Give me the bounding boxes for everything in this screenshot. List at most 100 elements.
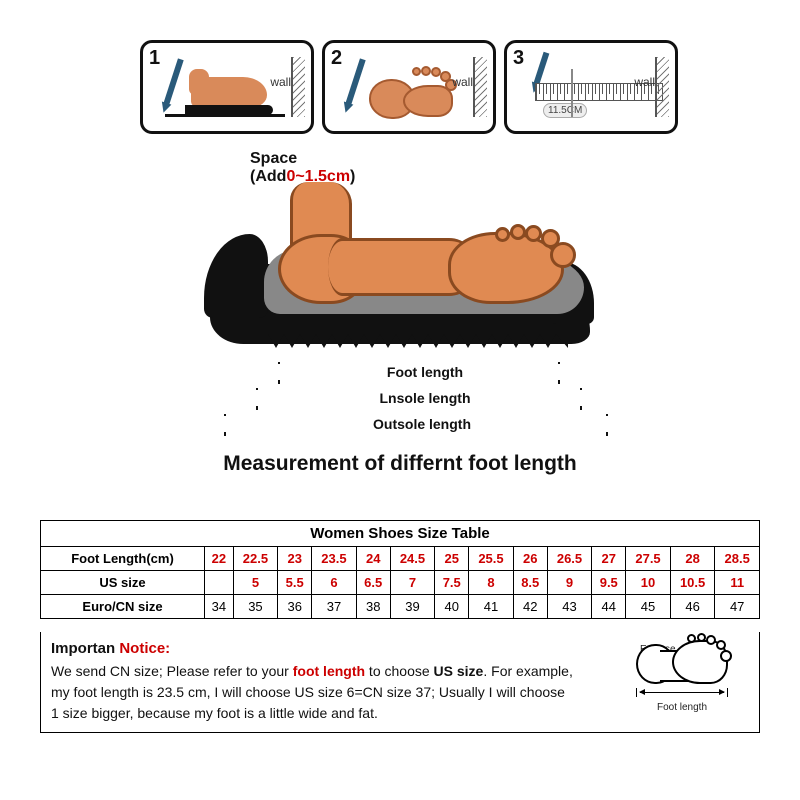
wall-icon: [291, 57, 303, 117]
foot-side-icon: [185, 71, 273, 115]
cell: 23.5: [312, 547, 357, 571]
dim-foot-label: Foot length: [278, 364, 572, 380]
step-number: 1: [149, 47, 160, 70]
step-number: 3: [513, 47, 524, 70]
table-row-us-size: US size 5 5.5 6 6.5 7 7.5 8 8.5 9 9.5 10…: [41, 571, 760, 595]
cell: 47: [715, 595, 760, 619]
cell: 10.5: [670, 571, 715, 595]
cell: 6: [312, 571, 357, 595]
cell: 40: [435, 595, 469, 619]
space-label-line1: Space: [250, 150, 297, 167]
notice-foot-dim: [636, 688, 728, 698]
row-label: Euro/CN size: [41, 595, 205, 619]
space-label: Space (Add0~1.5cm): [250, 150, 355, 185]
notice-footprint-icon: Enclose Foot length: [627, 640, 737, 712]
footprint-icon: [369, 75, 453, 119]
cell: 43: [547, 595, 592, 619]
foot-shape: [278, 184, 572, 304]
pencil-icon: [533, 52, 549, 86]
cell: 35: [233, 595, 278, 619]
cell: 23: [278, 547, 312, 571]
dim-foot-length: Foot length: [200, 362, 604, 386]
pencil-icon: [345, 58, 366, 106]
outsole-shape: [210, 214, 590, 354]
wall-label: wall: [270, 75, 291, 89]
cell: 28: [670, 547, 715, 571]
wall-icon: [655, 57, 667, 117]
cell: 45: [626, 595, 671, 619]
space-label-prefix: (Add: [250, 168, 286, 185]
table-title-row: Women Shoes Size Table: [41, 521, 760, 547]
cell: 38: [356, 595, 390, 619]
notice-text: We send CN size; Please refer to your: [51, 663, 293, 679]
wall-icon: [473, 57, 485, 117]
cell: 34: [205, 595, 234, 619]
cell: 26.5: [547, 547, 592, 571]
cell: 5: [233, 571, 278, 595]
cell: 11: [715, 571, 760, 595]
cell: 24.5: [390, 547, 435, 571]
cell: 5.5: [278, 571, 312, 595]
cell: 25: [435, 547, 469, 571]
dim-outsole-label: Outsole length: [224, 416, 620, 432]
cell: 44: [592, 595, 626, 619]
cell: [205, 571, 234, 595]
dim-insole-length: Lnsole length: [200, 388, 604, 412]
cell: 27: [592, 547, 626, 571]
cell: 9.5: [592, 571, 626, 595]
measure-mark: [571, 69, 573, 117]
cell: 8.5: [513, 571, 547, 595]
wall-label: wall: [634, 75, 655, 89]
notice-text: . For example,: [483, 663, 572, 679]
row-label: Foot Length(cm): [41, 547, 205, 571]
cell: 10: [626, 571, 671, 595]
cell: 24: [356, 547, 390, 571]
cell: 41: [469, 595, 514, 619]
notice-foot-length-label: Foot length: [627, 700, 737, 715]
cell: 39: [390, 595, 435, 619]
cell: 26: [513, 547, 547, 571]
cell: 22: [205, 547, 234, 571]
dim-insole-label: Lnsole length: [256, 390, 594, 406]
dimension-rows: Foot length Lnsole length Outsole length: [200, 362, 604, 440]
ground-line: [165, 114, 285, 117]
cell: 8: [469, 571, 514, 595]
notice-notice: Notice:: [119, 640, 170, 657]
notice-box: Importan Notice: We send CN size; Please…: [40, 632, 760, 733]
space-label-suffix: ): [350, 168, 355, 185]
cell: 7.5: [435, 571, 469, 595]
table-row-foot-length: Foot Length(cm) 22 22.5 23 23.5 24 24.5 …: [41, 547, 760, 571]
ruler-value: 11.5CM: [543, 103, 587, 118]
pencil-icon: [163, 58, 184, 106]
notice-importan: Importan: [51, 640, 115, 657]
cell: 7: [390, 571, 435, 595]
cell: 6.5: [356, 571, 390, 595]
cell: 22.5: [233, 547, 278, 571]
cell: 28.5: [715, 547, 760, 571]
diagram-caption: Measurement of differnt foot length: [0, 452, 800, 476]
cell: 46: [670, 595, 715, 619]
step-number: 2: [331, 47, 342, 70]
notice-foot-length: foot length: [293, 663, 365, 679]
cell: 9: [547, 571, 592, 595]
cell: 25.5: [469, 547, 514, 571]
instruction-row: 1 wall 2 wall: [140, 40, 678, 134]
instruction-step-3: 3 11.5CM wall: [504, 40, 678, 134]
foot-diagram: Space (Add0~1.5cm): [180, 144, 620, 444]
cell: 37: [312, 595, 357, 619]
dim-outsole-length: Outsole length: [200, 414, 604, 438]
instruction-step-2: 2 wall: [322, 40, 496, 134]
table-title: Women Shoes Size Table: [41, 521, 760, 547]
table-row-euro-cn: Euro/CN size 34 35 36 37 38 39 40 41 42 …: [41, 595, 760, 619]
row-label: US size: [41, 571, 205, 595]
tread-icon: [268, 334, 568, 348]
instruction-step-1: 1 wall: [140, 40, 314, 134]
size-chart-infographic: 1 wall 2 wall: [0, 0, 800, 800]
cell: 27.5: [626, 547, 671, 571]
cell: 36: [278, 595, 312, 619]
notice-text: to choose: [365, 663, 434, 679]
wall-label: wall: [452, 75, 473, 89]
size-table: Women Shoes Size Table Foot Length(cm) 2…: [40, 520, 760, 619]
notice-us-size: US size: [434, 663, 484, 679]
cell: 42: [513, 595, 547, 619]
